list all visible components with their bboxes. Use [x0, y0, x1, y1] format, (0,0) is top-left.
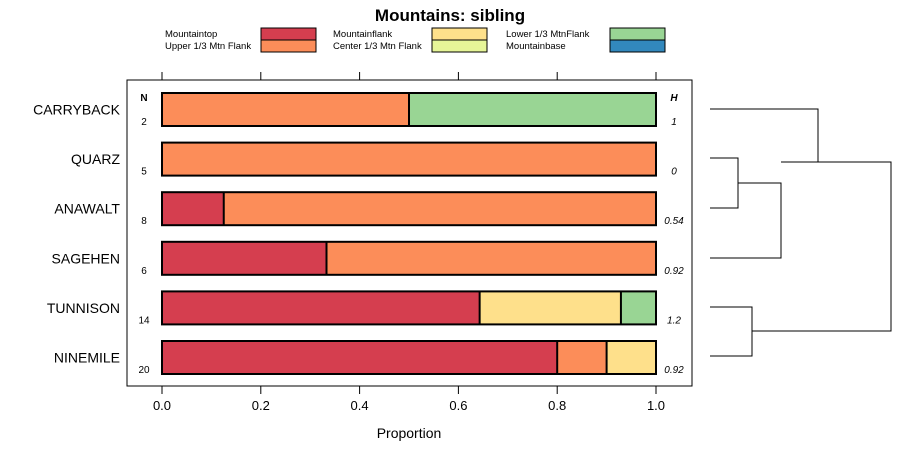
x-tick-label: 0.8 [548, 398, 566, 413]
dendrogram-branch [710, 108, 819, 163]
bar-segment [557, 341, 607, 374]
bar-outline [161, 141, 657, 177]
bar-rows: CARRYBACK 2 1 QUARZ 5 0 ANAWALT 8 0.54 SAGEHEN 6 0.… [33, 92, 684, 376]
bar-segment [479, 291, 621, 325]
x-tick-label: 0.4 [351, 398, 369, 413]
legend-swatch [609, 39, 666, 53]
n-value: 2 [141, 117, 147, 128]
h-value: 0 [671, 167, 677, 178]
legend-label: Mountaintop [165, 29, 217, 40]
dendrogram-branch [710, 306, 753, 357]
bar-segment [223, 192, 656, 226]
x-axis: 0.0 0.2 0.4 0.6 0.8 1.0 [153, 72, 665, 413]
category-label: CARRYBACK [33, 102, 121, 118]
bar-segment [620, 291, 656, 325]
bar-segment [162, 192, 224, 226]
dendrogram-branch [752, 161, 892, 332]
bar-segment [162, 341, 558, 374]
bar-segment [606, 341, 656, 374]
bar-segment [162, 142, 656, 176]
n-header: N [140, 93, 147, 104]
category-label: QUARZ [71, 151, 120, 167]
bar-outline [161, 340, 657, 375]
legend-swatch [609, 27, 666, 41]
category-label: NINEMILE [54, 350, 120, 366]
legend-swatch [260, 27, 317, 41]
dendrogram-branch [710, 182, 782, 259]
legend-label: Upper 1/3 Mtn Flank [165, 41, 251, 52]
category-label: TUNNISON [47, 300, 120, 316]
legend-swatch [260, 39, 317, 53]
x-tick-label: 0.2 [252, 398, 270, 413]
dendrogram-branch [710, 157, 739, 209]
bar-outline [161, 240, 657, 276]
h-value: 0.92 [664, 365, 684, 376]
legend-label: Mountainbase [506, 41, 566, 52]
h-value: 1.2 [667, 315, 681, 326]
h-header: H [670, 93, 678, 104]
n-value: 5 [141, 167, 147, 178]
x-tick-label: 1.0 [647, 398, 665, 413]
x-tick-label: 0.0 [153, 398, 171, 413]
n-value: 6 [141, 266, 147, 277]
bar-outline [161, 92, 657, 127]
n-value: 8 [141, 216, 147, 227]
bar-segment [326, 241, 656, 275]
legend-label: Center 1/3 Mtn Flank [333, 41, 422, 52]
bar-segment [162, 241, 327, 275]
legend-swatch [431, 27, 488, 41]
h-value: 0.54 [664, 216, 684, 227]
chart-title: Mountains: sibling [375, 6, 525, 25]
n-value: 14 [138, 315, 150, 326]
category-label: ANAWALT [54, 201, 120, 217]
bar-segment [162, 93, 409, 126]
bar-outline [161, 290, 657, 326]
legend-swatch [431, 39, 488, 53]
plot-frame [126, 79, 693, 387]
n-value: 20 [138, 365, 150, 376]
h-value: 0.92 [664, 266, 684, 277]
dendrogram [710, 108, 892, 357]
bar-segment [409, 93, 656, 126]
h-value: 1 [671, 117, 677, 128]
category-label: SAGEHEN [52, 250, 120, 266]
x-tick-label: 0.6 [449, 398, 467, 413]
x-axis-label: Proportion [377, 425, 442, 441]
bar-segment [162, 291, 480, 325]
bar-outline [161, 191, 657, 227]
legend-label: Lower 1/3 MtnFlank [506, 29, 590, 40]
legend-label: Mountainflank [333, 29, 392, 40]
